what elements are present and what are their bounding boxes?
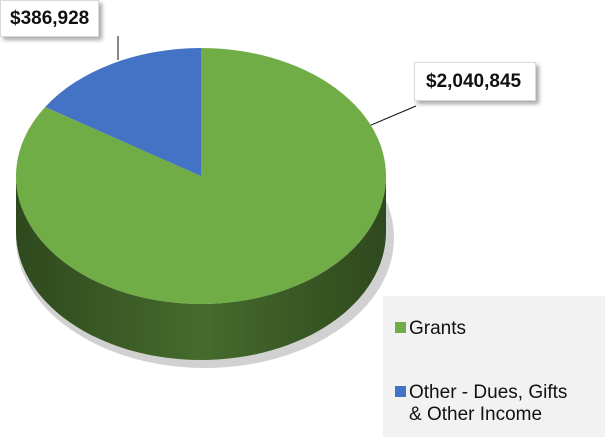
pie-slice-grants[interactable] [15, 48, 387, 305]
legend-swatch-other [395, 386, 406, 397]
legend-item-grants[interactable]: Grants [395, 318, 605, 340]
data-label-grants: $2,040,845 [414, 62, 537, 101]
legend-item-other[interactable]: Other - Dues, Gifts & Other Income [395, 382, 605, 426]
pie-side-wall [16, 176, 386, 360]
leader-line-grants [370, 105, 417, 126]
data-label-other: $386,928 [0, 0, 100, 37]
legend-label-grants: Grants [409, 318, 467, 339]
legend-swatch-grants [395, 322, 406, 333]
legend: Grants Other - Dues, Gifts & Other Incom… [383, 296, 605, 437]
legend-label-other: Other - Dues, Gifts & Other Income [409, 382, 568, 425]
pie-slice-other[interactable] [45, 48, 201, 176]
